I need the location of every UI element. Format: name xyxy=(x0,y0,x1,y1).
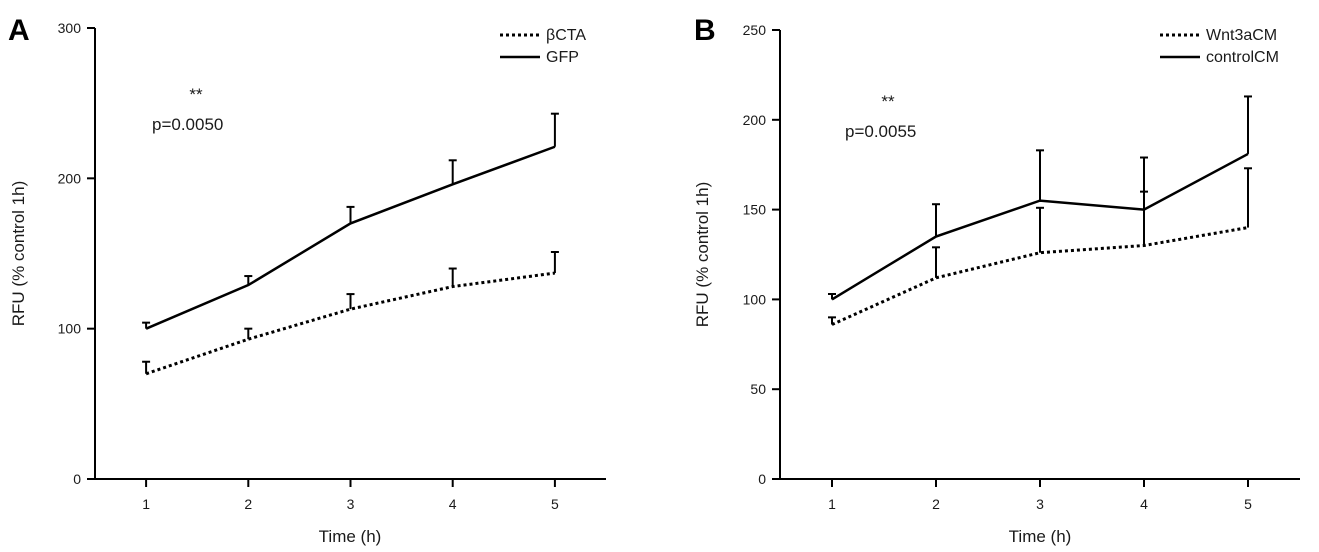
y-tick-label: 150 xyxy=(743,202,767,218)
x-axis-title: Time (h) xyxy=(1009,527,1072,546)
series-line-dotted xyxy=(145,271,556,376)
x-tick-label: 1 xyxy=(828,496,836,512)
y-axis-title: RFU (% control 1h) xyxy=(9,181,28,326)
x-tick-label: 3 xyxy=(347,496,355,512)
legend-label: βCTA xyxy=(546,27,586,44)
x-tick-label: 1 xyxy=(142,496,150,512)
significance-stars: ** xyxy=(881,92,895,111)
x-tick-label: 5 xyxy=(1244,496,1252,512)
y-tick-label: 100 xyxy=(58,321,82,337)
y-tick-label: 50 xyxy=(750,381,766,397)
significance-stars: ** xyxy=(189,85,203,104)
x-tick-label: 2 xyxy=(244,496,252,512)
y-axis-title: RFU (% control 1h) xyxy=(693,182,712,327)
y-tick-label: 250 xyxy=(743,22,767,38)
series-line-dotted xyxy=(831,226,1249,326)
legend-label: Wnt3aCM xyxy=(1206,27,1277,44)
y-tick-label: 100 xyxy=(743,291,767,307)
y-tick-label: 200 xyxy=(743,112,767,128)
x-tick-label: 4 xyxy=(1140,496,1148,512)
legend-label: controlCM xyxy=(1206,49,1279,66)
p-value-annotation: p=0.0055 xyxy=(845,122,916,141)
x-tick-label: 2 xyxy=(932,496,940,512)
x-tick-label: 4 xyxy=(449,496,457,512)
panel-label: A xyxy=(8,14,30,47)
y-tick-label: 300 xyxy=(58,20,82,36)
y-tick-label: 0 xyxy=(758,471,766,487)
p-value-annotation: p=0.0050 xyxy=(152,115,223,134)
legend-label: GFP xyxy=(546,49,579,66)
y-tick-label: 0 xyxy=(73,471,81,487)
x-tick-label: 3 xyxy=(1036,496,1044,512)
x-tick-label: 5 xyxy=(551,496,559,512)
x-axis-title: Time (h) xyxy=(319,527,382,546)
chart-panel-b: B 0 50 100 150 200 250 1 2 3 4 5 Time (h) RFU (% cont… xyxy=(693,14,1300,546)
panel-label: B xyxy=(694,14,716,47)
chart-panel-a: A 0 100 200 300 1 2 3 4 5 Time (h) RFU (% control 1… xyxy=(8,14,606,546)
y-tick-label: 200 xyxy=(58,170,82,186)
